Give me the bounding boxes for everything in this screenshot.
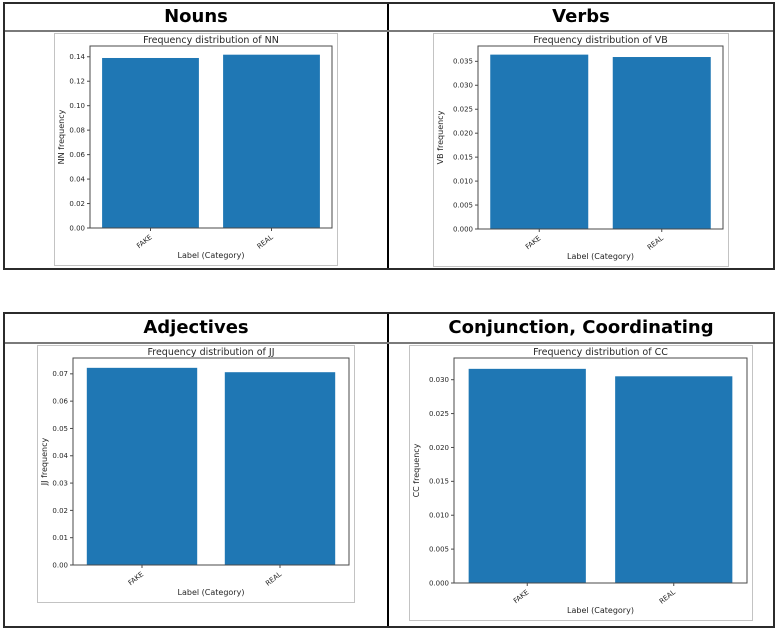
header-cell-adjectives: Adjectives [5,314,389,342]
x-tick-label-real: REAL [264,570,283,587]
y-tick-label: 0.06 [69,151,85,159]
y-tick-label: 0.025 [453,106,473,114]
header-cell-verbs: Verbs [389,4,773,30]
axes-box [89,45,333,229]
x-tick-label-fake: FAKE [524,234,542,251]
axes-box [453,357,748,584]
bar-real [612,57,711,229]
bar-real [615,376,733,583]
y-tick-label: 0.06 [52,398,68,406]
chart-title: Frequency distribution of VB [533,35,667,46]
y-tick-label: 0.00 [69,224,85,232]
y-tick-label: 0.020 [453,130,473,138]
table-top-chart-row: Frequency distribution of NN 0.00 0.02 0.04… [5,32,773,268]
x-tick-label-fake: FAKE [135,233,153,250]
x-axis-label: Label (Category) [178,251,245,260]
y-tick-label: 0.04 [52,452,68,460]
y-tick-label: 0.015 [429,478,449,486]
x-axis-label: Label (Category) [178,588,245,597]
y-tick-label: 0.04 [69,175,85,183]
bar-fake [468,368,586,583]
bar-real [224,372,336,565]
y-tick-label: 0.02 [52,507,68,515]
chart-figure-jj: Frequency distribution of JJ 0.00 0.01 0.02… [37,345,355,603]
chart-title: Frequency distribution of JJ [147,347,274,358]
y-tick-label: 0.030 [429,376,449,384]
y-tick-label: 0.12 [69,78,85,86]
axes-box [72,357,350,566]
y-axis-label: NN frequency [57,109,66,164]
chart-svg-vb: Frequency distribution of VB 0.000 0.005 0.… [436,35,724,261]
y-tick-label: 0.000 [453,225,473,233]
y-tick-label: 0.03 [52,479,68,487]
axes-box [477,45,724,230]
bar-fake [102,57,199,228]
y-axis-label: VB frequency [436,110,445,164]
header-cell-conjunction-coordinating: Conjunction, Coordinating [389,314,773,342]
y-tick-label: 0.015 [453,154,473,162]
y-tick-label: 0.02 [69,200,85,208]
table-bottom-header-row: Adjectives Conjunction, Coordinating [5,314,773,344]
chart-title: Frequency distribution of NN [143,35,279,46]
x-tick-label-real: REAL [658,588,677,605]
chart-cell-vb: Frequency distribution of VB 0.000 0.005 0.… [389,32,773,268]
y-tick-label: 0.10 [69,102,85,110]
y-tick-label: 0.000 [429,579,449,587]
chart-cell-jj: Frequency distribution of JJ 0.00 0.01 0.02… [5,344,389,626]
y-tick-label: 0.05 [52,425,68,433]
chart-figure-vb: Frequency distribution of VB 0.000 0.005 0.… [433,33,729,267]
y-tick-label: 0.025 [429,410,449,418]
table-top-header-row: Nouns Verbs [5,4,773,32]
x-tick-label-fake: FAKE [127,570,145,587]
y-tick-label: 0.010 [453,177,473,185]
chart-figure-nn: Frequency distribution of NN 0.00 0.02 0.04… [54,33,338,266]
table-top: Nouns Verbs Frequency distribution of NN… [3,2,775,270]
y-tick-label: 0.01 [52,534,68,542]
chart-svg-nn: Frequency distribution of NN 0.00 0.02 0.04… [57,35,333,260]
y-tick-label: 0.08 [69,127,85,135]
y-tick-label: 0.07 [52,370,68,378]
y-tick-label: 0.00 [52,561,68,569]
header-cell-nouns: Nouns [5,4,389,30]
bar-fake [490,54,589,229]
chart-svg-jj: Frequency distribution of JJ 0.00 0.01 0.02… [40,347,350,597]
y-tick-label: 0.010 [429,512,449,520]
y-tick-label: 0.030 [453,82,473,90]
y-tick-label: 0.035 [453,58,473,66]
bar-fake [86,367,198,565]
x-tick-label-fake: FAKE [512,588,530,605]
chart-cell-nn: Frequency distribution of NN 0.00 0.02 0.04… [5,32,389,268]
y-axis-label: CC frequency [412,443,421,497]
x-axis-label: Label (Category) [567,606,634,615]
chart-cell-cc: Frequency distribution of CC 0.000 0.005 0.… [389,344,773,626]
x-tick-label-real: REAL [646,234,665,251]
table-bottom: Adjectives Conjunction, Coordinating Fre… [3,312,775,628]
chart-title: Frequency distribution of CC [533,347,668,358]
x-axis-label: Label (Category) [567,252,634,261]
x-tick-label-real: REAL [256,233,275,250]
bar-real [223,54,320,228]
y-axis-label: JJ frequency [40,438,49,487]
y-tick-label: 0.14 [69,53,85,61]
chart-svg-cc: Frequency distribution of CC 0.000 0.005 0.… [412,347,748,615]
chart-figure-cc: Frequency distribution of CC 0.000 0.005 0.… [409,345,753,621]
y-tick-label: 0.005 [453,201,473,209]
y-tick-label: 0.005 [429,546,449,554]
y-tick-label: 0.020 [429,444,449,452]
table-bottom-chart-row: Frequency distribution of JJ 0.00 0.01 0.02… [5,344,773,626]
